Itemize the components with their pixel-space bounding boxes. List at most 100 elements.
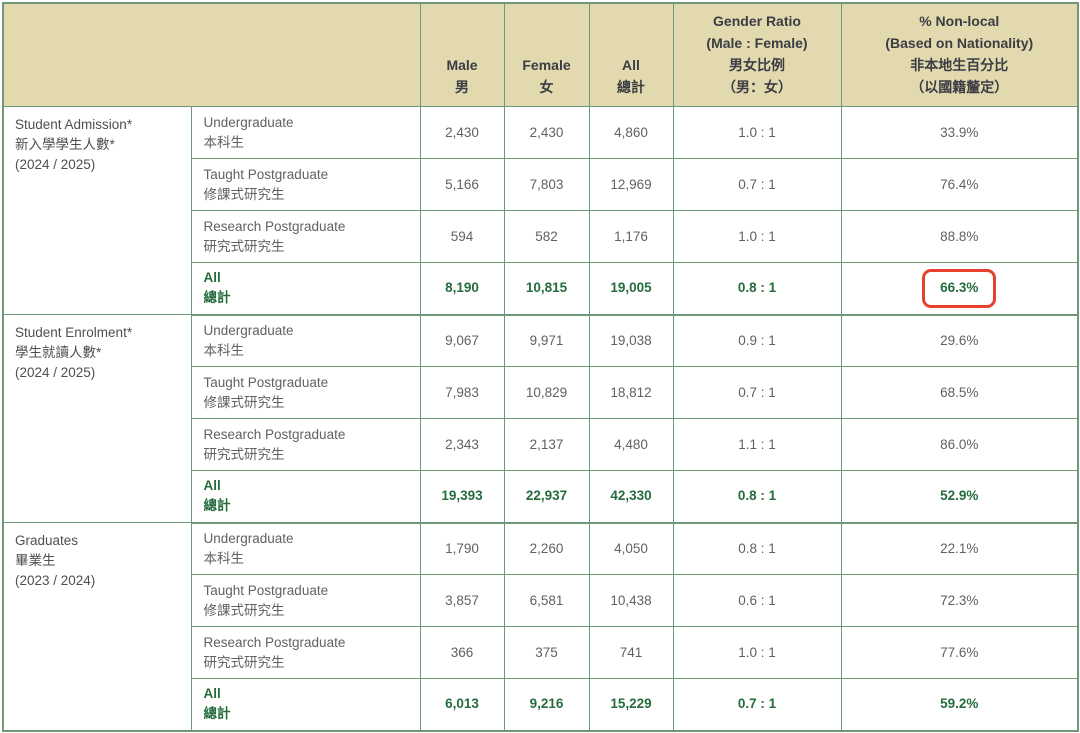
category-cell: Taught Postgraduate 修課式研究生 <box>190 574 421 627</box>
section-label-year: (2024 / 2025) <box>15 157 96 172</box>
cell-all: 18,812 <box>588 366 674 419</box>
cell-nonlocal: 77.6% <box>840 626 1079 679</box>
table-row-total: All 總計 6,013 9,216 15,229 0.7 : 1 59.2% <box>3 678 1079 732</box>
cell-gender-ratio: 0.8 : 1 <box>672 262 842 316</box>
category-en: All <box>203 478 221 494</box>
column-header-label: Male <box>446 57 478 73</box>
category-en: Taught Postgraduate <box>203 582 329 598</box>
cell-male: 2,343 <box>419 418 505 471</box>
category-en: Taught Postgraduate <box>203 166 329 182</box>
cell-all: 12,969 <box>588 158 674 211</box>
cell-female: 10,829 <box>503 366 590 419</box>
cell-gender-ratio: 0.7 : 1 <box>672 158 842 211</box>
cell-all: 15,229 <box>588 678 674 732</box>
cell-male: 9,067 <box>419 314 505 367</box>
table-row: Student Enrolment* 學生就讀人數* (2024 / 2025)… <box>2 314 1079 523</box>
cell-gender-ratio: 1.1 : 1 <box>672 418 842 471</box>
column-header-label: % Non-local <box>919 13 1000 29</box>
category-cell: Research Postgraduate 研究式研究生 <box>190 210 421 263</box>
corner-cell <box>2 2 421 107</box>
cell-all: 4,860 <box>588 106 674 159</box>
category-zh: 本科生 <box>203 134 245 150</box>
table-row: Research Postgraduate 研究式研究生 594 582 1,1… <box>3 210 1079 263</box>
category-en: Research Postgraduate <box>203 634 346 650</box>
table-row: Taught Postgraduate 修課式研究生 5,166 7,803 1… <box>3 158 1079 211</box>
cell-nonlocal: 76.4% <box>840 158 1079 211</box>
table-row: Research Postgraduate 研究式研究生 2,343 2,137… <box>3 418 1079 471</box>
section-label-zh: 新入學學生人數* <box>15 137 115 152</box>
category-cell: Research Postgraduate 研究式研究生 <box>190 418 421 471</box>
column-header-label: Gender Ratio <box>713 13 801 29</box>
table-row: Student Admission* 新入學學生人數* (2024 / 2025… <box>2 106 1079 315</box>
cell-female: 2,430 <box>503 106 590 159</box>
cell-all: 19,038 <box>588 314 674 367</box>
section-label-year: (2024 / 2025) <box>15 365 96 380</box>
table-row: Taught Postgraduate 修課式研究生 3,857 6,581 1… <box>3 574 1079 627</box>
section-label-zh: 學生就讀人數* <box>15 345 102 360</box>
category-zh: 研究式研究生 <box>203 446 285 462</box>
column-header-male: Male 男 <box>419 2 505 107</box>
column-header-female: Female 女 <box>503 2 590 107</box>
cell-female: 22,937 <box>503 470 590 524</box>
cell-nonlocal: 72.3% <box>840 574 1079 627</box>
category-zh: 總計 <box>203 498 231 514</box>
category-cell-total: All 總計 <box>190 678 421 732</box>
cell-male: 366 <box>419 626 505 679</box>
column-header-label-zh: （男：女） <box>722 79 792 95</box>
column-header-all: All 總計 <box>588 2 674 107</box>
category-zh: 本科生 <box>203 342 245 358</box>
category-en: Taught Postgraduate <box>203 374 329 390</box>
cell-female: 7,803 <box>503 158 590 211</box>
category-en: Undergraduate <box>203 530 294 546</box>
category-cell: Undergraduate 本科生 <box>190 522 421 575</box>
cell-gender-ratio: 1.0 : 1 <box>672 210 842 263</box>
cell-gender-ratio: 0.7 : 1 <box>672 678 842 732</box>
cell-male: 5,166 <box>419 158 505 211</box>
category-en: Research Postgraduate <box>203 218 346 234</box>
highlight-box: 66.3% <box>922 268 997 308</box>
cell-all: 4,480 <box>588 418 674 471</box>
header-row: Male 男 Female 女 All 總計 Gender Ratio (Mal… <box>2 2 1079 107</box>
cell-female: 6,581 <box>503 574 590 627</box>
cell-male: 3,857 <box>419 574 505 627</box>
category-en: All <box>203 270 221 286</box>
category-zh: 總計 <box>203 290 231 306</box>
table-row: Graduates 畢業生 (2023 / 2024) Undergraduat… <box>2 522 1079 731</box>
column-header-label-zh: 男女比例 <box>729 57 785 73</box>
cell-female: 9,971 <box>503 314 590 367</box>
category-en: Undergraduate <box>203 114 294 130</box>
cell-nonlocal: 33.9% <box>840 106 1079 159</box>
column-header-label-zh: 男 <box>455 79 469 95</box>
highlighted-value: 66.3% <box>940 279 979 295</box>
cell-gender-ratio: 0.6 : 1 <box>672 574 842 627</box>
category-en: Undergraduate <box>203 322 294 338</box>
category-en: Research Postgraduate <box>203 426 346 442</box>
category-zh: 研究式研究生 <box>203 654 285 670</box>
category-cell-total: All 總計 <box>190 470 421 524</box>
column-header-label-zh: 女 <box>539 79 554 95</box>
cell-female: 375 <box>503 626 590 679</box>
section-label-en: Student Enrolment* <box>15 325 133 340</box>
category-zh: 研究式研究生 <box>203 238 285 254</box>
cell-female: 582 <box>503 210 590 263</box>
column-header-label: (Male : Female) <box>706 35 808 51</box>
category-cell: Research Postgraduate 研究式研究生 <box>190 626 421 679</box>
cell-female: 2,260 <box>503 522 590 575</box>
category-cell: Taught Postgraduate 修課式研究生 <box>190 158 421 211</box>
cell-male: 19,393 <box>419 470 505 524</box>
cell-male: 6,013 <box>419 678 505 732</box>
table-row-total: All 總計 8,190 10,815 19,005 0.8 : 1 66.3% <box>3 262 1079 316</box>
cell-all: 42,330 <box>588 470 674 524</box>
cell-nonlocal: 52.9% <box>840 470 1079 524</box>
category-cell: Undergraduate 本科生 <box>190 106 421 159</box>
column-header-label-zh: 總計 <box>617 79 645 95</box>
cell-gender-ratio: 0.7 : 1 <box>672 366 842 419</box>
section-label-graduates: Graduates 畢業生 (2023 / 2024) <box>2 522 192 731</box>
cell-male: 8,190 <box>419 262 505 316</box>
cell-gender-ratio: 1.0 : 1 <box>672 626 842 679</box>
column-header-label: All <box>622 57 640 73</box>
table-row-total: All 總計 19,393 22,937 42,330 0.8 : 1 52.9… <box>3 470 1079 524</box>
cell-male: 2,430 <box>419 106 505 159</box>
cell-all: 1,176 <box>588 210 674 263</box>
